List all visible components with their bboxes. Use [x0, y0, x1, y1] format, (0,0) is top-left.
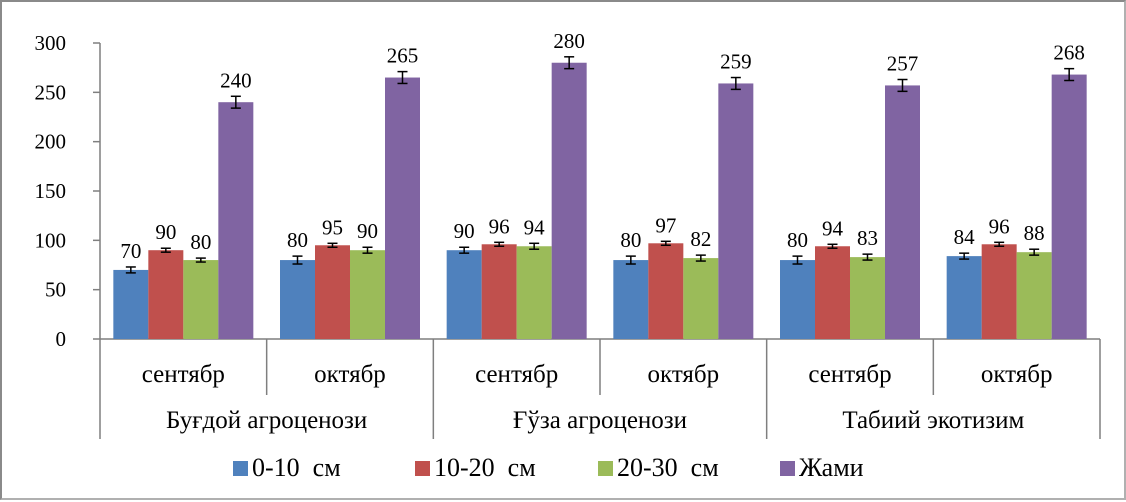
- legend-label: 20-30 см: [617, 453, 719, 482]
- bar: [481, 244, 517, 339]
- legend-swatch: [780, 461, 795, 476]
- y-tick-label: 200: [35, 130, 67, 154]
- bar: [350, 250, 385, 339]
- data-label: 257: [887, 52, 919, 76]
- data-label: 96: [989, 214, 1010, 238]
- bar: [113, 269, 149, 339]
- bar: [648, 243, 684, 339]
- group-label: Буғдой агроценози: [166, 407, 367, 434]
- bar: [385, 77, 420, 340]
- data-label: 94: [822, 216, 844, 240]
- legend-label: Жами: [799, 453, 864, 482]
- data-label: 265: [387, 44, 419, 68]
- bar: [1016, 252, 1052, 339]
- legend-swatch: [598, 461, 613, 476]
- category-label: октябр: [981, 361, 1053, 388]
- data-label: 95: [322, 215, 343, 239]
- data-label: 70: [120, 239, 141, 263]
- bar: [780, 260, 815, 339]
- category-label: сентябр: [475, 361, 558, 388]
- data-label: 80: [287, 228, 308, 252]
- data-label: 88: [1024, 221, 1045, 245]
- data-label: 90: [155, 220, 176, 244]
- category-label: октябр: [314, 361, 386, 388]
- category-label: сентябр: [142, 361, 225, 388]
- category-label: октябр: [648, 361, 720, 388]
- bar: [718, 83, 754, 339]
- bar: [946, 256, 982, 339]
- group-label: Ғўза агроценози: [513, 407, 687, 434]
- data-label: 83: [857, 226, 878, 250]
- bar: [1051, 74, 1087, 339]
- y-tick-label: 50: [45, 278, 66, 302]
- data-label: 97: [655, 213, 676, 237]
- legend-swatch: [415, 461, 430, 476]
- data-label: 94: [524, 215, 546, 239]
- data-label: 84: [954, 225, 976, 249]
- bar: [183, 260, 219, 339]
- legend-label: 10-20 см: [434, 453, 536, 482]
- bar: [885, 85, 920, 339]
- data-label: 259: [720, 50, 752, 74]
- bar: [551, 62, 587, 339]
- category-label: сентябр: [808, 361, 891, 388]
- bar: [981, 244, 1017, 339]
- bar: [613, 260, 649, 339]
- bar: [218, 102, 254, 339]
- data-label: 280: [553, 29, 585, 53]
- group-label: Табиий экотизим: [842, 407, 1024, 434]
- bar: [850, 257, 885, 339]
- legend-label: 0-10 см: [252, 453, 341, 482]
- bar: [315, 245, 350, 339]
- data-label: 82: [690, 227, 711, 251]
- data-label: 80: [190, 230, 211, 254]
- bar: [815, 246, 850, 339]
- data-label: 90: [454, 219, 475, 243]
- bar: [148, 250, 184, 339]
- data-label: 90: [357, 219, 378, 243]
- y-tick-label: 150: [35, 179, 67, 203]
- bar: [280, 260, 315, 339]
- y-tick-label: 0: [56, 327, 67, 351]
- bar: [446, 250, 482, 339]
- data-label: 80: [620, 228, 641, 252]
- bar: [516, 246, 552, 339]
- data-label: 268: [1053, 41, 1085, 65]
- data-label: 80: [787, 228, 808, 252]
- data-label: 96: [489, 214, 510, 238]
- data-label: 240: [220, 68, 252, 92]
- bar: [683, 258, 719, 339]
- legend-swatch: [233, 461, 248, 476]
- y-tick-label: 100: [35, 228, 67, 252]
- y-tick-label: 300: [35, 31, 67, 55]
- y-tick-label: 250: [35, 80, 67, 104]
